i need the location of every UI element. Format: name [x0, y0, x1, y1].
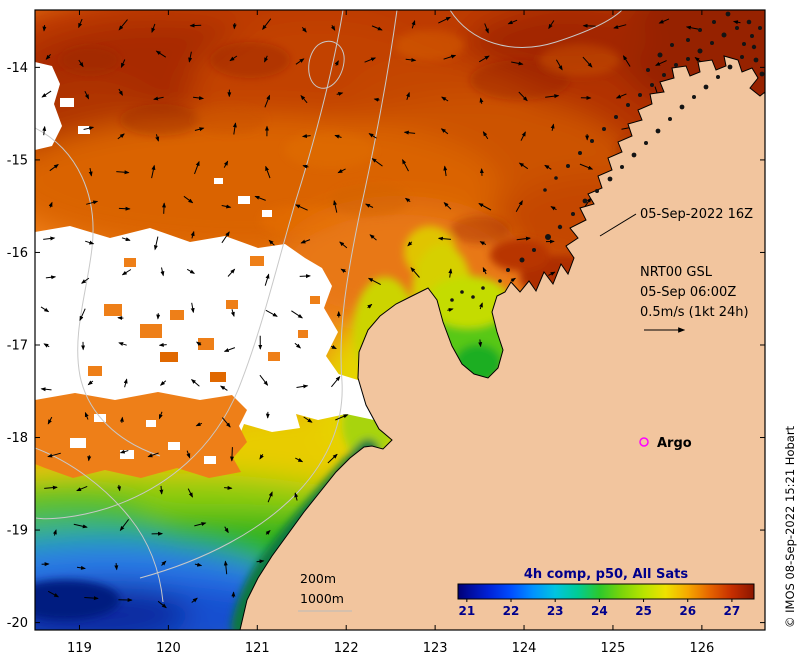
argo-label: Argo: [657, 436, 692, 451]
x-tick-label: 121: [245, 641, 270, 656]
x-tick-label: 123: [423, 641, 448, 656]
obs-time-leader-line: [599, 213, 637, 237]
y-tick-label: -17: [7, 338, 28, 353]
y-tick-label: -15: [7, 153, 28, 168]
colorbar-gradient: [458, 584, 754, 599]
contour-200m-label: 200m: [300, 571, 336, 586]
colorbar-tick-label: 24: [591, 604, 608, 618]
colorbar-tick-label: 21: [458, 604, 475, 618]
argo-float-marker: [639, 437, 649, 447]
x-tick-label: 122: [334, 641, 359, 656]
axes: 119 120 121 122 123 124 125 126 -14 -15 -16 -17 -18 -…: [7, 10, 765, 656]
x-tick-label: 120: [156, 641, 181, 656]
colorbar-tick-label: 23: [547, 604, 564, 618]
model-time-label: 05-Sep 06:00Z: [640, 285, 736, 300]
x-tick-label: 125: [601, 641, 626, 656]
y-tick-label: -18: [7, 431, 28, 446]
x-tick-label: 124: [512, 641, 537, 656]
x-tick-label: 126: [689, 641, 714, 656]
obs-time-label: 05-Sep-2022 16Z: [640, 207, 753, 222]
vector-scale-label: 0.5m/s (1kt 24h): [640, 305, 749, 320]
x-tick-label: 119: [67, 641, 92, 656]
y-tick-label: -19: [7, 524, 28, 539]
colorbar-border: [457, 583, 755, 600]
model-name-label: NRT00 GSL: [640, 265, 713, 280]
copyright-vertical: © IMOS 08-Sep-2022 15:21 Hobart: [783, 425, 797, 628]
landmass: [239, 55, 765, 630]
plot-frame: [34, 9, 766, 631]
colorbar-tick-label: 22: [503, 604, 520, 618]
colorbar-tick-label: 26: [679, 604, 696, 618]
y-tick-label: -20: [7, 616, 28, 631]
islands: [450, 11, 765, 302]
y-tick-label: -16: [7, 246, 28, 261]
current-vectors: [40, 16, 741, 609]
colorbar-tick-label: 27: [724, 604, 741, 618]
colorbar: 4h comp, p50, All Sats 21 22 23 24 25 26 27: [457, 567, 755, 618]
colorbar-title: 4h comp, p50, All Sats: [524, 567, 688, 582]
contour-1000m-label: 1000m: [300, 591, 344, 606]
bathymetry-contours: [35, 10, 623, 603]
colorbar-tick-label: 25: [635, 604, 652, 618]
y-tick-label: -14: [7, 61, 28, 76]
